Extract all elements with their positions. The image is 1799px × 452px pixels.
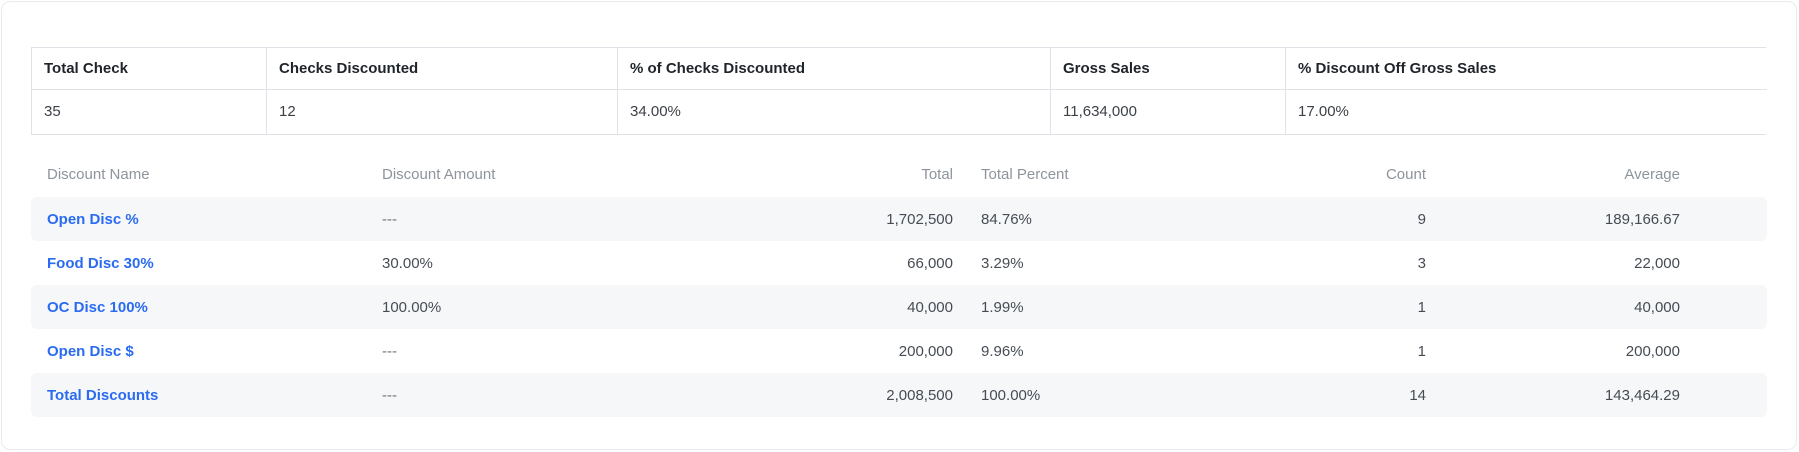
discount-count-cell: 3 bbox=[1417, 254, 1426, 272]
summary-column-header: % of Checks Discounted bbox=[618, 48, 1051, 90]
discount-name-cell: Open Disc % bbox=[31, 211, 382, 228]
summary-column-header: Total Check bbox=[32, 48, 267, 90]
discount-count-cell: 14 bbox=[1409, 386, 1426, 404]
discounts-header-average: Average bbox=[1624, 165, 1680, 183]
summary-column-header: Gross Sales bbox=[1051, 48, 1286, 90]
discount-amount-cell: --- bbox=[382, 210, 397, 228]
discount-row: OC Disc 100% 100.00% 40,000 1.99% 1 40,000 bbox=[31, 285, 1767, 329]
discount-amount-cell: --- bbox=[382, 386, 397, 404]
discount-average-cell: 22,000 bbox=[1634, 254, 1680, 272]
discount-name-cell: Food Disc 30% bbox=[31, 255, 382, 272]
discount-row: Total Discounts --- 2,008,500 100.00% 14 143,… bbox=[31, 373, 1767, 417]
discount-total-cell: 40,000 bbox=[907, 298, 953, 316]
summary-column-value: 34.00% bbox=[618, 90, 1051, 134]
discount-total-percent-cell: 3.29% bbox=[981, 254, 1024, 272]
discount-total-cell: 66,000 bbox=[907, 254, 953, 272]
discount-total-cell: 2,008,500 bbox=[886, 386, 953, 404]
summary-column-value: 11,634,000 bbox=[1051, 90, 1286, 134]
discounts-header-total-percent: Total Percent bbox=[981, 165, 1069, 183]
discounts-table: Discount Name Discount Amount Total Total P… bbox=[31, 151, 1767, 417]
discount-average-cell: 143,464.29 bbox=[1604, 386, 1680, 404]
discounts-header-amount: Discount Amount bbox=[382, 165, 496, 183]
discount-count-cell: 1 bbox=[1417, 298, 1426, 316]
discount-average-cell: 200,000 bbox=[1625, 342, 1680, 360]
summary-column-value: 12 bbox=[267, 90, 618, 134]
discount-name-link[interactable]: Open Disc $ bbox=[47, 342, 134, 360]
discount-average-cell: 40,000 bbox=[1634, 298, 1680, 316]
discount-total-cell: 1,702,500 bbox=[886, 210, 953, 228]
discount-amount-cell: 100.00% bbox=[382, 298, 442, 316]
summary-column-value: 35 bbox=[32, 90, 267, 134]
discount-total-percent-cell: 1.99% bbox=[981, 298, 1024, 316]
discount-name-link[interactable]: Total Discounts bbox=[47, 386, 159, 404]
summary-column-value: 17.00% bbox=[1286, 90, 1767, 134]
discount-name-link[interactable]: Food Disc 30% bbox=[47, 254, 154, 272]
summary-table: Total Check Checks Discounted% of Checks … bbox=[31, 47, 1767, 135]
discounts-header-name: Discount Name bbox=[47, 165, 150, 183]
discounts-header-count: Count bbox=[1385, 165, 1426, 183]
discount-count-cell: 1 bbox=[1417, 342, 1426, 360]
discount-name-cell: Open Disc $ bbox=[31, 343, 382, 360]
discount-name-link[interactable]: OC Disc 100% bbox=[47, 298, 148, 316]
discount-amount-cell: 30.00% bbox=[382, 254, 433, 272]
discount-name-cell: OC Disc 100% bbox=[31, 299, 382, 316]
discount-row: Open Disc $ --- 200,000 9.96% 1 200,000 bbox=[31, 329, 1767, 373]
discount-total-percent-cell: 100.00% bbox=[981, 386, 1041, 404]
discount-row: Food Disc 30% 30.00% 66,000 3.29% 3 22,000 bbox=[31, 241, 1767, 285]
discount-name-cell: Total Discounts bbox=[31, 387, 382, 404]
discount-count-cell: 9 bbox=[1417, 210, 1426, 228]
discount-total-percent-cell: 9.96% bbox=[981, 342, 1024, 360]
summary-column-header: Checks Discounted bbox=[267, 48, 618, 90]
discount-total-percent-cell: 84.76% bbox=[981, 210, 1032, 228]
discounts-header-row: Discount Name Discount Amount Total Total P… bbox=[31, 151, 1767, 197]
discount-name-link[interactable]: Open Disc % bbox=[47, 210, 139, 228]
discount-total-cell: 200,000 bbox=[898, 342, 953, 360]
discount-amount-cell: --- bbox=[382, 342, 397, 360]
summary-column-header: % Discount Off Gross Sales bbox=[1286, 48, 1767, 90]
discount-average-cell: 189,166.67 bbox=[1604, 210, 1680, 228]
discount-row: Open Disc % --- 1,702,500 84.76% 9 189,166.67 bbox=[31, 197, 1767, 241]
discounts-header-total: Total bbox=[921, 165, 953, 183]
